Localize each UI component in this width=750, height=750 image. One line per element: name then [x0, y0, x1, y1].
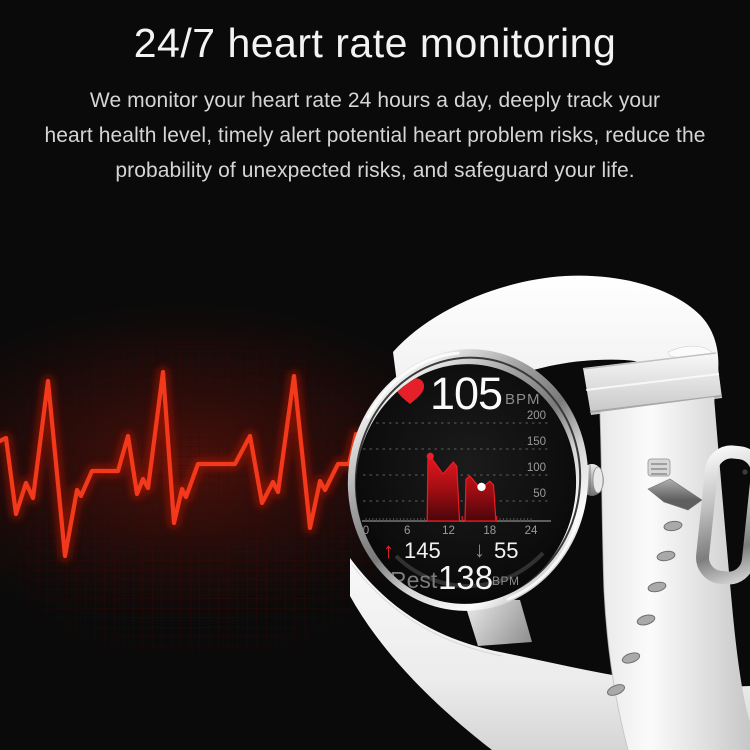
band-bottom-seam	[351, 564, 503, 657]
band-long-seam	[599, 411, 629, 750]
x-tick-label: 24	[525, 525, 538, 537]
buckle-screw	[742, 469, 748, 475]
ecg-line	[0, 369, 391, 559]
arrow-down-icon: ↓	[474, 537, 485, 562]
band-slot	[647, 458, 671, 477]
band-holes	[606, 520, 683, 696]
y-tick-label: 200	[527, 410, 546, 422]
bpm-current: 105	[430, 368, 502, 419]
watch-lug	[463, 598, 532, 646]
hero-copy: 24/7 heart rate monitoring We monitor yo…	[0, 0, 750, 188]
description-line: probability of unexpected risks, and saf…	[115, 159, 635, 182]
x-tick-label: 12	[442, 525, 455, 537]
page-title: 24/7 heart rate monitoring	[133, 20, 617, 66]
y-tick-label: 150	[527, 436, 546, 448]
marker-dot	[477, 482, 486, 492]
buckle	[696, 445, 750, 585]
hr-area-segment-2	[464, 475, 497, 522]
min-bpm: 55	[494, 538, 518, 563]
description-line: We monitor your heart rate 24 hours a da…	[89, 89, 661, 112]
max-bpm: 145	[404, 538, 441, 563]
watch-band-top	[393, 275, 719, 445]
hr-chart: 200 150 100 50 0 6 12 18 24	[362, 410, 551, 537]
rest-bpm: 138	[438, 559, 493, 596]
screen-bottom-reflection	[394, 551, 545, 589]
ecg-waveform	[0, 300, 475, 653]
y-tick-label: 100	[527, 462, 546, 474]
description-line: heart health level, timely alert potenti…	[44, 124, 706, 147]
ecg-grid	[0, 338, 405, 653]
x-tick-label: 0	[363, 525, 369, 537]
keeper-loop	[582, 352, 722, 415]
buckle-tongue	[647, 478, 703, 511]
y-tick-label: 50	[533, 488, 546, 500]
page-description: We monitor your heart rate 24 hours a da…	[0, 83, 750, 188]
x-tick-label: 6	[404, 525, 410, 537]
rest-unit: BPM	[492, 574, 520, 588]
x-tick-label: 18	[483, 525, 496, 537]
watch-band-long	[599, 397, 750, 750]
marker-dot	[426, 452, 434, 460]
bpm-current-unit: BPM	[505, 391, 541, 408]
arrow-up-icon: ↑	[383, 538, 394, 563]
